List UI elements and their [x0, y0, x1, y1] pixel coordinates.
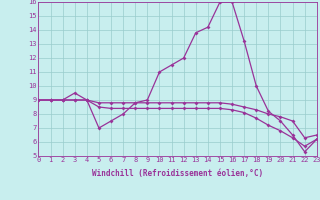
X-axis label: Windchill (Refroidissement éolien,°C): Windchill (Refroidissement éolien,°C) [92, 169, 263, 178]
